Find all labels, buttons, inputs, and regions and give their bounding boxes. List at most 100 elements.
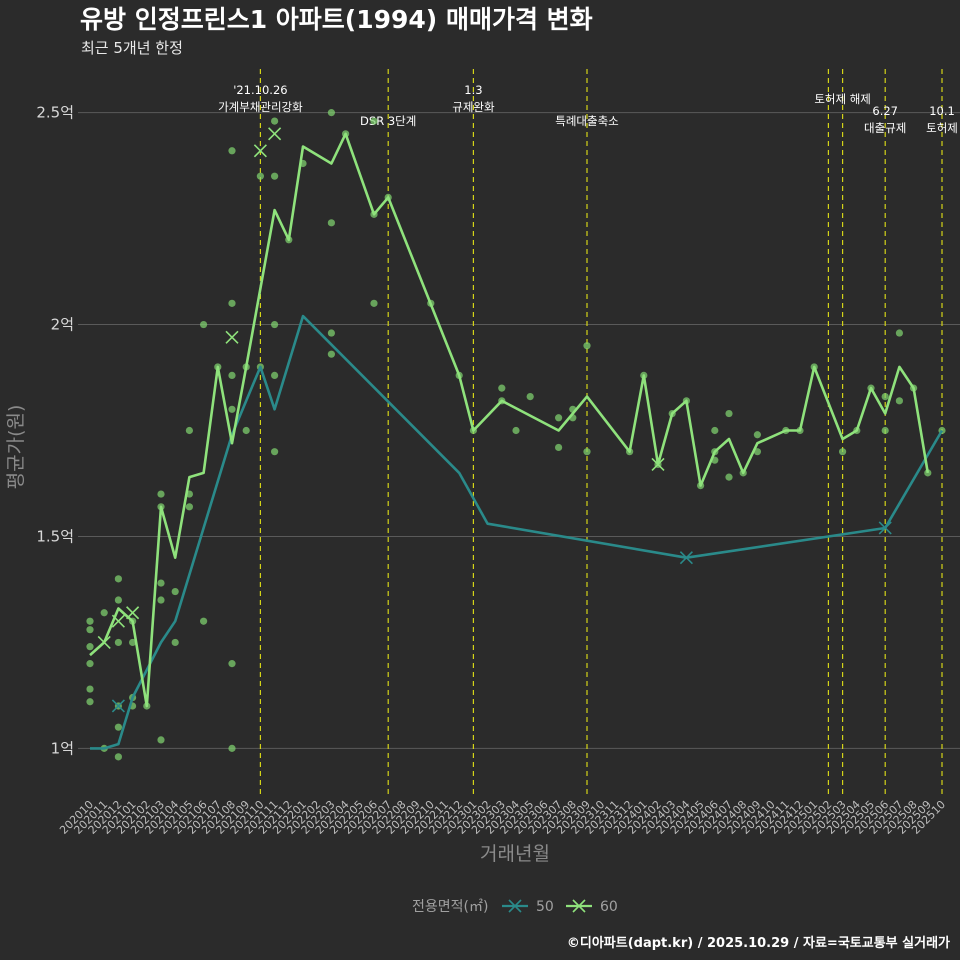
series-lines	[89, 132, 944, 750]
legend-key-marker	[572, 899, 586, 913]
transaction-point	[114, 753, 122, 761]
marker-60	[651, 457, 665, 471]
marker-60	[97, 635, 111, 649]
transaction-point	[86, 698, 94, 706]
transaction-point	[327, 329, 335, 337]
legend-entry-50: 50	[536, 899, 554, 915]
marker-50	[878, 521, 892, 535]
transaction-point	[512, 426, 520, 435]
transaction-point	[86, 660, 94, 668]
transaction-point	[200, 617, 208, 625]
transaction-point	[86, 617, 94, 625]
event-label: 규제완화	[452, 100, 495, 114]
transaction-point	[271, 172, 279, 180]
transaction-points	[86, 109, 946, 761]
event-label: 1.3	[464, 83, 482, 97]
x-axis-title: 거래년월	[480, 843, 550, 865]
transaction-point	[725, 473, 733, 481]
transaction-point	[157, 596, 165, 604]
legend-entry-60: 60	[600, 899, 618, 915]
event-label: 토허제	[926, 121, 958, 135]
transaction-point	[881, 392, 889, 401]
event-label: 토허제 해제	[814, 92, 871, 106]
transaction-point	[555, 414, 563, 422]
x-axis-ticks: 2020102020112020122021012021022021032021…	[57, 798, 948, 837]
transaction-point	[370, 299, 378, 307]
event-label: 6.27	[872, 104, 898, 118]
transaction-point	[327, 219, 335, 227]
transaction-point	[171, 587, 179, 596]
transaction-point	[114, 638, 122, 647]
transaction-point	[242, 426, 250, 435]
transaction-point	[157, 579, 165, 587]
transaction-point	[86, 685, 94, 693]
transaction-point	[157, 736, 165, 744]
transaction-point	[228, 299, 236, 307]
series-line-50	[90, 314, 944, 750]
y-tick-label: 1.5억	[36, 527, 74, 545]
transaction-point	[129, 638, 137, 647]
event-label: DSR 3단계	[360, 114, 416, 128]
transaction-point	[725, 409, 733, 418]
legend-title: 전용면적(㎡)	[412, 899, 488, 915]
transaction-point	[157, 490, 165, 498]
high-low-markers	[97, 127, 892, 713]
transaction-point	[228, 371, 236, 380]
grid-lines	[78, 112, 960, 749]
event-label: 10.1	[929, 104, 955, 118]
transaction-point	[228, 147, 236, 155]
transaction-point	[895, 329, 904, 337]
event-label: 가계부채관리강화	[218, 100, 303, 114]
transaction-point	[327, 350, 335, 358]
marker-60	[253, 144, 267, 158]
transaction-point	[185, 503, 193, 511]
transaction-point	[114, 575, 122, 583]
transaction-point	[583, 448, 591, 456]
transaction-point	[327, 109, 335, 117]
transaction-point	[583, 342, 591, 350]
transaction-point	[526, 392, 534, 401]
transaction-point	[370, 117, 378, 125]
transaction-point	[185, 426, 193, 435]
transaction-point	[895, 397, 904, 405]
y-tick-label: 1억	[51, 739, 74, 757]
transaction-point	[200, 320, 208, 329]
marker-60	[126, 606, 140, 620]
transaction-point	[711, 426, 719, 435]
transaction-point	[498, 384, 506, 392]
legend: 전용면적(㎡) 50 60	[412, 899, 618, 915]
chart-subtitle: 최근 5개년 한정	[81, 39, 183, 57]
event-label: '21.10.26	[233, 83, 287, 97]
marker-50	[679, 551, 693, 565]
marker-60	[225, 330, 239, 344]
series-line-60	[89, 132, 930, 708]
transaction-point	[228, 405, 236, 413]
transaction-point	[271, 320, 279, 329]
transaction-point	[881, 426, 889, 435]
transaction-point	[753, 431, 762, 439]
transaction-point	[114, 596, 122, 604]
transaction-point	[555, 443, 563, 452]
transaction-point	[839, 448, 847, 456]
chart-title: 유방 인정프린스1 아파트(1994) 매매가격 변화	[80, 5, 593, 34]
marker-50	[111, 699, 125, 713]
event-label: 특례대출축소	[555, 114, 618, 128]
transaction-point	[114, 723, 122, 731]
y-axis-ticks: 1억 1.5억 2억 2.5억	[36, 104, 74, 758]
transaction-point	[256, 172, 264, 180]
marker-60	[111, 614, 125, 628]
transaction-point	[171, 638, 179, 647]
transaction-point	[271, 448, 279, 456]
y-axis-title: 평균가(원)	[5, 405, 27, 490]
transaction-point	[86, 643, 94, 651]
transaction-point	[228, 744, 236, 752]
marker-60	[268, 127, 282, 141]
transaction-point	[271, 371, 279, 380]
legend-key-marker	[508, 899, 522, 913]
transaction-point	[271, 117, 279, 125]
transaction-point	[86, 626, 94, 634]
y-tick-label: 2억	[51, 316, 74, 334]
transaction-point	[100, 609, 108, 617]
